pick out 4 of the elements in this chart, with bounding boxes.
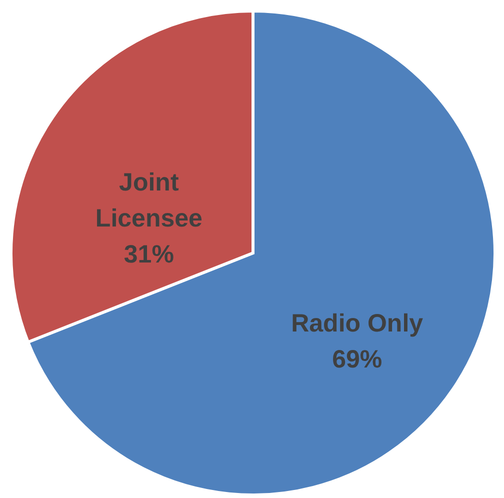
slice-label: Radio Only	[291, 310, 424, 338]
slice-label: Joint Licensee	[95, 168, 203, 232]
data-label: 31%	[124, 240, 174, 268]
data-label: 69%	[332, 346, 382, 374]
